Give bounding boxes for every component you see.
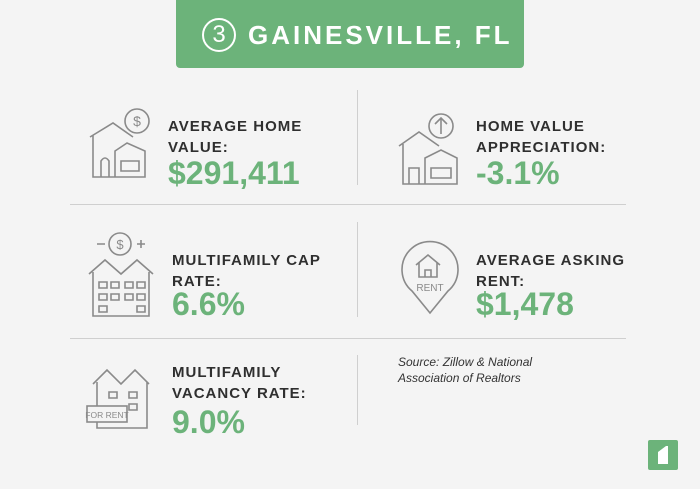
stat-label: AVERAGE HOME VALUE: bbox=[168, 118, 303, 156]
divider bbox=[70, 338, 626, 339]
svg-text:$: $ bbox=[133, 113, 141, 129]
header-number: 3 bbox=[202, 18, 236, 52]
stat-label: MULTIFAMILY CAP RATE: bbox=[172, 252, 321, 290]
stat-label: MULTIFAMILY VACANCY RATE: bbox=[172, 364, 307, 402]
logo bbox=[648, 440, 678, 470]
divider bbox=[357, 222, 358, 317]
stat-value: $291,411 bbox=[168, 155, 300, 191]
icon-text: FOR RENT bbox=[85, 410, 128, 420]
divider bbox=[357, 355, 358, 425]
source-note: Source: Zillow & National Association of… bbox=[398, 355, 533, 385]
header: 3 GAINESVILLE, FL bbox=[176, 0, 524, 68]
stat-value: 9.0% bbox=[172, 404, 245, 440]
house-arrow-icon bbox=[398, 113, 458, 185]
for-rent-icon: FOR RENT bbox=[85, 368, 150, 429]
stat-label: HOME VALUE APPRECIATION: bbox=[476, 118, 607, 156]
multifamily-dollar-icon: $ bbox=[88, 232, 154, 317]
house-dollar-icon: $ bbox=[89, 108, 150, 178]
divider bbox=[70, 204, 626, 205]
divider bbox=[357, 90, 358, 185]
stat-label: AVERAGE ASKING RENT: bbox=[476, 252, 626, 290]
stat-value: $1,478 bbox=[476, 286, 574, 322]
icon-text: RENT bbox=[416, 283, 443, 294]
stat-value: -3.1% bbox=[476, 155, 560, 191]
svg-text:$: $ bbox=[116, 237, 124, 252]
rent-pin-icon: RENT bbox=[401, 240, 459, 315]
header-title: GAINESVILLE, FL bbox=[248, 20, 513, 50]
stat-value: 6.6% bbox=[172, 286, 245, 322]
